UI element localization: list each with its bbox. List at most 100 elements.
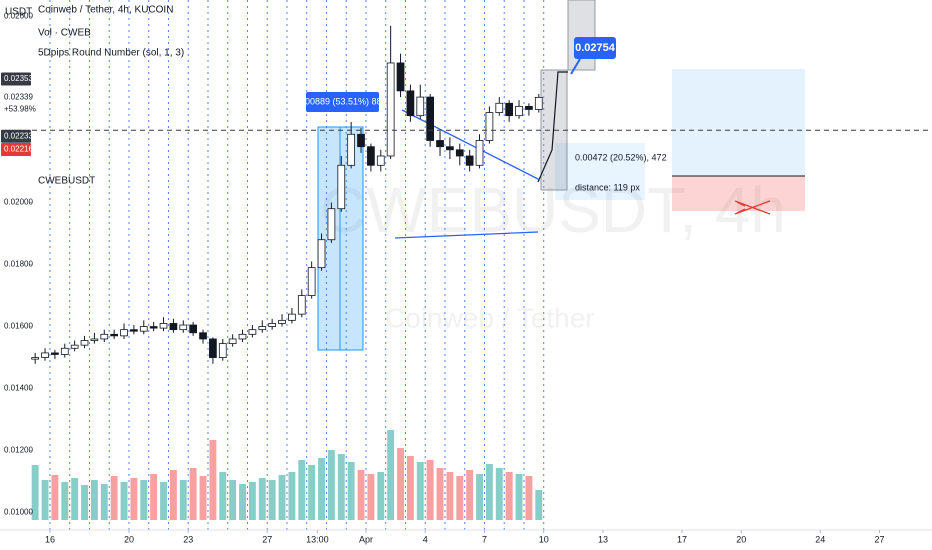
volume-bar (406, 456, 414, 520)
x-tick-label: 20 (124, 534, 134, 544)
watermark: Coinweb / Tether (385, 302, 595, 333)
volume-bar (61, 482, 69, 520)
volume-bar (337, 454, 345, 520)
x-tick-label: 16 (45, 534, 55, 544)
candle-body (31, 357, 40, 360)
volume-bar (377, 472, 385, 520)
candle-body (278, 319, 286, 324)
volume-bar (436, 468, 444, 520)
volume-bar (239, 484, 246, 520)
candle-body (60, 347, 69, 355)
candle-body (238, 333, 247, 340)
candle-body (367, 146, 375, 166)
y-tick-label: 0.01800 (4, 260, 33, 269)
candle-body (179, 324, 188, 331)
volume-bar (160, 482, 167, 520)
indicator-label: 5Dpips Round Number (sol, 1, 3) (38, 48, 184, 59)
candle-body (357, 133, 365, 148)
candle-body (149, 326, 158, 329)
candle-body (426, 96, 435, 141)
volume-bar (219, 472, 227, 520)
candle-body (327, 208, 336, 241)
volume-bar (229, 480, 237, 520)
price-badge (1, 72, 31, 86)
volume-bar (327, 450, 335, 520)
volume-bar (476, 474, 483, 520)
ruler-label: 0.00472 (20.52%), 472 (575, 152, 667, 162)
candle-body (515, 105, 523, 117)
x-tick-label: Apr (359, 534, 373, 544)
watermark: CWEBUSDT, 4h (320, 174, 786, 246)
axis-unit: USDT (5, 7, 32, 18)
marks (31, 25, 932, 520)
candle-body (317, 239, 326, 269)
candle-body (100, 333, 109, 340)
candle-body (159, 323, 168, 329)
measure-label: 0.00889 (53.51%) 889 (297, 96, 386, 106)
volume-bar (90, 480, 98, 520)
candle-body (475, 140, 484, 166)
volume-bar (140, 480, 148, 520)
price-badge (1, 143, 31, 157)
volume-bar (41, 480, 49, 520)
volume-bar (426, 460, 434, 520)
x-tick-label: 7 (482, 534, 487, 544)
measure-label-bg (306, 92, 379, 112)
price-axis (0, 0, 32, 530)
volume-bar (298, 460, 306, 520)
volume-bar (81, 485, 88, 520)
callout-pointer (570, 58, 581, 75)
candle-body (209, 338, 217, 358)
x-tick-label: 24 (815, 534, 825, 544)
y-tick-label: 0.01000 (4, 508, 33, 517)
volume-bar (446, 472, 454, 520)
candle-body (258, 326, 267, 331)
price-badge-label: 0.02216 (4, 145, 33, 154)
y-tick-label: 0.01200 (4, 446, 33, 455)
volume-bar (495, 468, 503, 520)
price-badge-label: 0.02339 (4, 92, 33, 101)
volume-bar (258, 478, 266, 520)
candle-body (248, 329, 257, 335)
candle-body (51, 352, 59, 355)
volume-bar (71, 478, 79, 520)
target-zone (672, 69, 805, 176)
candle-body (386, 62, 395, 157)
volume-bar (347, 462, 355, 520)
candle-body (189, 324, 198, 334)
volume-bar (31, 465, 39, 520)
candle-body (120, 329, 128, 337)
projection-box (567, 0, 596, 71)
candle-body (169, 323, 178, 331)
volume-bar (535, 490, 543, 520)
candle-body (199, 332, 207, 340)
price-badge (1, 129, 31, 143)
price-badge-sub: +53.98% (4, 104, 36, 113)
x-tick-label: 23 (183, 534, 193, 544)
x-tick-label: 27 (262, 534, 272, 544)
price-badge-label: 0.02233 (4, 131, 33, 140)
chart-title: Coinweb / Tether, 4h, KUCOIN (38, 5, 173, 16)
target-callout: 0.02754 (575, 42, 616, 54)
y-tick-label: 0.02000 (4, 198, 33, 207)
volume-bar (268, 480, 276, 520)
candle-body (495, 102, 504, 113)
x-tick-label: 10 (539, 534, 549, 544)
candle-body (90, 338, 99, 341)
candle-body (465, 155, 474, 166)
volume-bar (387, 430, 395, 520)
candle-body (534, 96, 543, 110)
candle-body (130, 329, 138, 332)
x-tick-label: 4 (423, 534, 428, 544)
volume-bar (308, 465, 316, 520)
candle-body (337, 164, 346, 210)
volume-bar (189, 468, 197, 520)
volume-bar (278, 475, 286, 520)
x-tick-label: 13:00 (306, 534, 329, 544)
volume-bar (505, 472, 513, 520)
volume-bar (397, 448, 404, 520)
trend-line (401, 109, 541, 181)
candle-body (228, 338, 237, 345)
candle-body (268, 323, 277, 327)
